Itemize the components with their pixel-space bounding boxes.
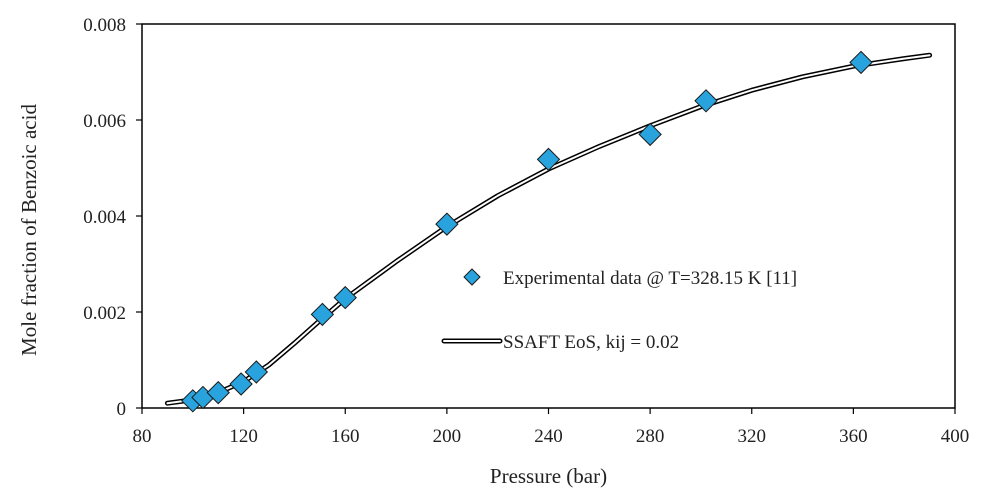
marker-layer [181,50,873,413]
data-point [229,372,253,396]
data-point [244,360,269,384]
x-axis-ticks: 80 120 160 200 240 280 320 360 400 [133,408,970,447]
legend-marker-experimental [463,268,481,286]
x-tick-label: 120 [229,426,258,447]
data-point [536,147,561,172]
x-tick-label: 320 [738,426,767,447]
x-tick-label: 240 [534,426,563,447]
y-axis-title: Mole fraction of Benzoic acid [17,104,41,356]
y-tick-label: 0.006 [83,111,126,132]
y-tick-label: 0 [117,399,127,420]
x-tick-label: 160 [331,426,360,447]
x-tick-label: 360 [839,426,868,447]
x-tick-label: 200 [433,426,462,447]
data-point [206,380,230,405]
data-point [694,89,718,113]
x-tick-label: 280 [636,426,665,447]
legend-label-ssaft: SSAFT EoS, kij = 0.02 [503,332,679,353]
y-tick-label: 0.004 [83,207,126,228]
line-layer [164,52,933,406]
data-point [638,122,662,147]
data-point [310,302,335,327]
y-tick-label: 0.002 [83,303,126,324]
x-tick-label: 400 [941,426,970,447]
data-point [435,212,459,236]
legend-label-experimental: Experimental data @ T=328.15 K [11] [503,268,797,289]
y-axis-ticks: 0 0.002 0.004 0.006 0.008 [83,15,142,420]
legend-diamond-icon [463,268,481,286]
data-point [849,50,873,75]
y-tick-label: 0.008 [83,15,126,36]
x-tick-label: 80 [133,426,152,447]
ssaft-line-inner [166,54,931,405]
x-axis-title: Pressure (bar) [490,464,607,488]
legend: Experimental data @ T=328.15 K [11] SSAF… [441,268,797,353]
data-point [333,285,357,310]
